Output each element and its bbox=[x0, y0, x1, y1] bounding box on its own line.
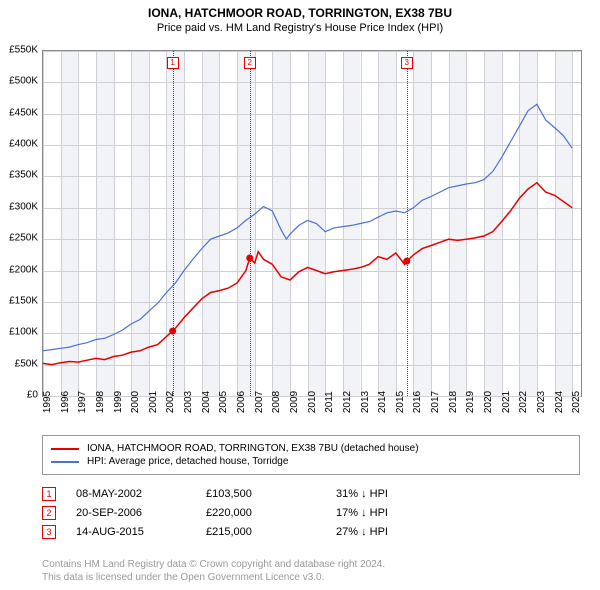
plot-inner: 1 2 3 bbox=[43, 51, 581, 396]
sale-date: 20-SEP-2006 bbox=[76, 507, 206, 519]
y-tick-label: £0 bbox=[27, 390, 38, 401]
x-tick-label: 2020 bbox=[483, 391, 494, 413]
x-tick-label: 2014 bbox=[377, 391, 388, 413]
y-tick-label: £500K bbox=[9, 76, 38, 87]
x-tick-label: 2022 bbox=[518, 391, 529, 413]
legend-swatch bbox=[51, 448, 79, 450]
chart-title: IONA, HATCHMOOR ROAD, TORRINGTON, EX38 7… bbox=[0, 0, 600, 20]
x-tick-label: 2009 bbox=[289, 391, 300, 413]
x-tick-label: 2015 bbox=[395, 391, 406, 413]
x-tick-label: 2008 bbox=[271, 391, 282, 413]
chart-container: IONA, HATCHMOOR ROAD, TORRINGTON, EX38 7… bbox=[0, 0, 600, 590]
x-tick-label: 2017 bbox=[430, 391, 441, 413]
sale-delta: 27% ↓ HPI bbox=[336, 526, 466, 538]
x-tick-label: 1995 bbox=[42, 391, 53, 413]
footer: Contains HM Land Registry data © Crown c… bbox=[42, 558, 385, 584]
sale-price: £103,500 bbox=[206, 488, 336, 500]
x-tick-label: 2013 bbox=[360, 391, 371, 413]
x-tick-label: 2024 bbox=[554, 391, 565, 413]
chart-subtitle: Price paid vs. HM Land Registry's House … bbox=[0, 20, 600, 38]
sale-price: £220,000 bbox=[206, 507, 336, 519]
y-tick-label: £550K bbox=[9, 45, 38, 56]
sale-row: 1 08-MAY-2002£103,50031% ↓ HPI bbox=[42, 487, 580, 501]
plot-area: 1 2 3 bbox=[42, 50, 582, 397]
sale-marker-box: 3 bbox=[401, 57, 413, 69]
y-tick-label: £350K bbox=[9, 170, 38, 181]
footer-line: Contains HM Land Registry data © Crown c… bbox=[42, 558, 385, 571]
footer-line: This data is licensed under the Open Gov… bbox=[42, 571, 385, 584]
series-line-hpi bbox=[43, 104, 572, 350]
x-tick-label: 2018 bbox=[448, 391, 459, 413]
legend: IONA, HATCHMOOR ROAD, TORRINGTON, EX38 7… bbox=[42, 435, 580, 475]
y-tick-label: £250K bbox=[9, 233, 38, 244]
legend-swatch bbox=[51, 461, 79, 463]
x-tick-label: 2019 bbox=[465, 391, 476, 413]
x-tick-label: 2006 bbox=[236, 391, 247, 413]
y-tick-label: £450K bbox=[9, 107, 38, 118]
sale-date: 14-AUG-2015 bbox=[76, 526, 206, 538]
x-tick-label: 2005 bbox=[218, 391, 229, 413]
x-tick-label: 1996 bbox=[60, 391, 71, 413]
sale-marker-box: 1 bbox=[167, 57, 179, 69]
x-axis-labels: 1995199619971998199920002001200220032004… bbox=[42, 398, 580, 428]
sale-marker-line bbox=[173, 51, 174, 396]
y-tick-label: £100K bbox=[9, 327, 38, 338]
sale-number-box: 1 bbox=[42, 487, 56, 501]
sale-row: 2 20-SEP-2006£220,00017% ↓ HPI bbox=[42, 506, 580, 520]
x-tick-label: 1998 bbox=[95, 391, 106, 413]
y-tick-label: £300K bbox=[9, 201, 38, 212]
x-tick-label: 2021 bbox=[501, 391, 512, 413]
y-tick-label: £50K bbox=[15, 358, 38, 369]
sale-number-box: 2 bbox=[42, 506, 56, 520]
x-tick-label: 2010 bbox=[307, 391, 318, 413]
x-tick-label: 2001 bbox=[148, 391, 159, 413]
sales-table: 1 08-MAY-2002£103,50031% ↓ HPI 2 20-SEP-200… bbox=[42, 482, 580, 544]
x-tick-label: 1997 bbox=[77, 391, 88, 413]
y-tick-label: £150K bbox=[9, 295, 38, 306]
sale-delta: 31% ↓ HPI bbox=[336, 488, 466, 500]
sale-price: £215,000 bbox=[206, 526, 336, 538]
sale-marker-line bbox=[250, 51, 251, 396]
x-tick-label: 2000 bbox=[130, 391, 141, 413]
y-axis-labels: £0£50K£100K£150K£200K£250K£300K£350K£400… bbox=[0, 50, 40, 395]
legend-item-property: IONA, HATCHMOOR ROAD, TORRINGTON, EX38 7… bbox=[51, 443, 571, 454]
y-tick-label: £400K bbox=[9, 139, 38, 150]
x-tick-label: 2023 bbox=[536, 391, 547, 413]
sale-number-box: 3 bbox=[42, 525, 56, 539]
sale-delta: 17% ↓ HPI bbox=[336, 507, 466, 519]
y-tick-label: £200K bbox=[9, 264, 38, 275]
x-tick-label: 2012 bbox=[342, 391, 353, 413]
series-line-property bbox=[43, 183, 572, 365]
x-tick-label: 2007 bbox=[254, 391, 265, 413]
sale-marker-box: 2 bbox=[244, 57, 256, 69]
sale-row: 3 14-AUG-2015£215,00027% ↓ HPI bbox=[42, 525, 580, 539]
x-tick-label: 2011 bbox=[324, 391, 335, 413]
x-tick-label: 2003 bbox=[183, 391, 194, 413]
legend-label: IONA, HATCHMOOR ROAD, TORRINGTON, EX38 7… bbox=[87, 443, 419, 454]
sale-marker-line bbox=[407, 51, 408, 396]
x-tick-label: 2002 bbox=[165, 391, 176, 413]
x-tick-label: 2025 bbox=[571, 391, 582, 413]
legend-label: HPI: Average price, detached house, Torr… bbox=[87, 456, 288, 467]
x-tick-label: 1999 bbox=[113, 391, 124, 413]
x-tick-label: 2016 bbox=[412, 391, 423, 413]
line-layer bbox=[43, 51, 581, 396]
legend-item-hpi: HPI: Average price, detached house, Torr… bbox=[51, 456, 571, 467]
x-tick-label: 2004 bbox=[201, 391, 212, 413]
sale-date: 08-MAY-2002 bbox=[76, 488, 206, 500]
